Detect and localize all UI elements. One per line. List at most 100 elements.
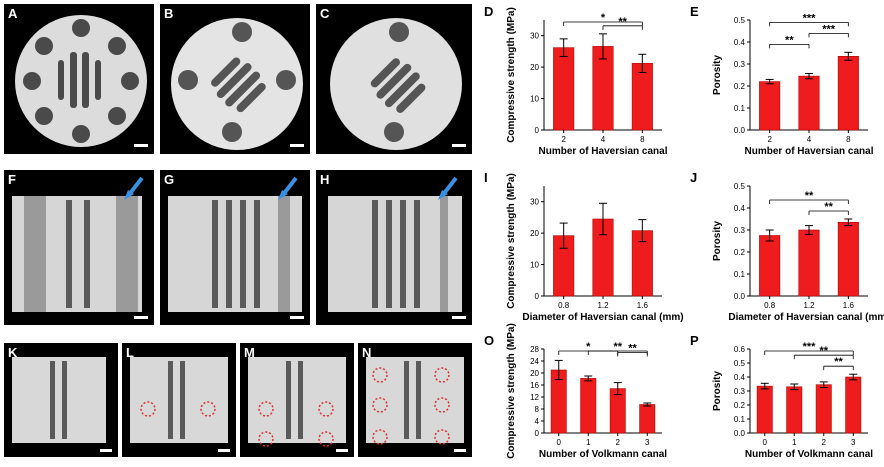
x-tick-label: 0 [763, 438, 768, 447]
y-tick-label: 0.1 [734, 104, 746, 113]
bar [837, 221, 859, 297]
panel-a-image: A [4, 4, 154, 154]
bar [639, 404, 656, 434]
longitudinal-render [130, 357, 230, 452]
panel-b-image: B [160, 4, 310, 154]
panel-h-image: H [316, 170, 472, 325]
y-tick-label: 0.2 [734, 82, 746, 91]
x-tick-label: 1.2 [597, 301, 609, 310]
x-tick-label: 2 [767, 135, 772, 144]
y-axis-title: Porosity [712, 55, 723, 95]
y-tick-label: 0 [535, 429, 540, 438]
y-tick-label: 0.0 [734, 292, 746, 301]
bar-chart: E0.00.10.20.30.40.52 4 8********Number of … [690, 4, 874, 157]
bar [553, 47, 575, 131]
panel-label: H [320, 172, 330, 187]
x-tick-label: 8 [640, 135, 645, 144]
panel-label: N [362, 345, 372, 360]
significance-stars: ** [805, 190, 814, 202]
bar-chart: P0.00.10.20.30.40.50.60 1 2 3*******Number … [690, 333, 873, 460]
panel-c-image: C [316, 4, 472, 154]
significance-stars: * [586, 341, 591, 353]
x-tick-label: 1.2 [803, 301, 815, 310]
x-axis-title: Number of Haversian canal [539, 146, 668, 157]
bar [756, 385, 773, 434]
y-tick-label: 0 [535, 292, 540, 301]
significance-stars: ** [613, 341, 622, 353]
x-tick-label: 1.6 [637, 301, 649, 310]
significance-stars: ** [824, 201, 833, 213]
x-tick-label: 1 [586, 438, 591, 447]
significance-stars: ** [834, 356, 843, 368]
x-tick-label: 3 [645, 438, 650, 447]
y-tick-label: 0.5 [734, 182, 746, 191]
y-tick-label: 0.5 [734, 16, 746, 25]
panel-label: C [320, 6, 330, 21]
bar-chart: J 0.0 0.1 0.2 0.3 0.4 0.5 0.8 1.2 1.6 ** ** Diameter… [690, 170, 884, 323]
x-axis-title: Diameter of Haversian canal (mm) [728, 312, 884, 323]
cross-section-render [171, 18, 304, 150]
x-axis-title: Number of Volkmann canal [539, 449, 667, 460]
panel-label: I [484, 170, 488, 185]
y-tick-label: 0.3 [734, 387, 746, 396]
panel-label: P [690, 333, 699, 348]
y-tick-label: 0.1 [734, 270, 746, 279]
x-tick-label: 4 [807, 135, 812, 144]
panel-l-image: L [122, 343, 236, 457]
y-tick-label: 0.3 [734, 226, 746, 235]
x-axis-title: Number of Volkmann canal [745, 449, 873, 460]
y-tick-label: 0.3 [734, 60, 746, 69]
x-tick-label: 8 [846, 135, 851, 144]
y-tick-label: 0.4 [734, 373, 746, 382]
y-tick-label: 0.0 [734, 126, 746, 135]
chart-panel-e: E 0.0 0.1 0.2 0.3 0.4 0.5 2 4 8 ** *** *** Number of … [690, 4, 880, 164]
bar [759, 81, 781, 131]
y-axis-title: Porosity [712, 221, 723, 261]
y-tick-label: 30 [530, 32, 539, 41]
y-tick-label: 12 [530, 393, 539, 402]
y-tick-label: 28 [530, 345, 539, 354]
bar [580, 378, 597, 434]
chart-panel-d: D 0 10 20 30 2 4 8 ** * Number of Haversian canal C… [484, 4, 674, 164]
y-tick-label: 8 [535, 405, 540, 414]
x-tick-label: 0.8 [764, 301, 776, 310]
x-tick-label: 0 [557, 438, 562, 447]
y-tick-label: 0.2 [734, 248, 746, 257]
panel-g-image: G [160, 170, 310, 325]
y-tick-label: 24 [530, 357, 539, 366]
y-tick-label: 20 [530, 229, 539, 238]
cross-section-render [330, 18, 466, 150]
y-tick-label: 10 [530, 261, 539, 270]
panel-label: G [164, 172, 175, 187]
panel-m-image: M [240, 343, 354, 457]
chart-panel-p: P 0.0 0.1 0.2 0.3 0.4 0.5 0.6 0 1 2 3 ** ** *** Number … [690, 333, 880, 467]
x-axis-title: Number of Haversian canal [745, 146, 874, 157]
y-tick-label: 0.4 [734, 38, 746, 47]
x-tick-label: 2 [616, 438, 621, 447]
x-tick-label: 4 [601, 135, 606, 144]
significance-stars: ** [628, 342, 637, 354]
longitudinal-render [328, 176, 466, 319]
panel-f-image: F [4, 170, 154, 325]
panel-label: O [484, 333, 494, 348]
y-tick-label: 4 [535, 417, 540, 426]
chart-panel-i: I 0 10 20 30 0.8 1.2 1.6 Diameter of Haversian c… [484, 170, 684, 330]
y-tick-label: 0 [535, 126, 540, 135]
panel-label: A [8, 6, 18, 21]
panel-n-image: N [358, 343, 472, 457]
chart-panel-j: J 0.0 0.1 0.2 0.3 0.4 0.5 0.8 1.2 1.6 ** ** Diameter… [690, 170, 884, 330]
y-axis-title: Compressive strength (MPa) [506, 7, 517, 143]
significance-stars: *** [803, 341, 817, 353]
bar [815, 384, 832, 434]
x-tick-label: 2 [561, 135, 566, 144]
y-tick-label: 10 [530, 95, 539, 104]
significance-stars: *** [803, 12, 817, 24]
longitudinal-render [168, 176, 304, 319]
chart-panel-o: O 0 4 8 12 16 20 24 28 0 1 2 3 ** * ** Number of Volkman… [484, 323, 674, 467]
y-tick-label: 30 [530, 198, 539, 207]
y-tick-label: 20 [530, 63, 539, 72]
longitudinal-render [12, 357, 112, 452]
panel-k-image: K [4, 343, 118, 457]
bar [798, 75, 820, 131]
bar [786, 386, 803, 434]
